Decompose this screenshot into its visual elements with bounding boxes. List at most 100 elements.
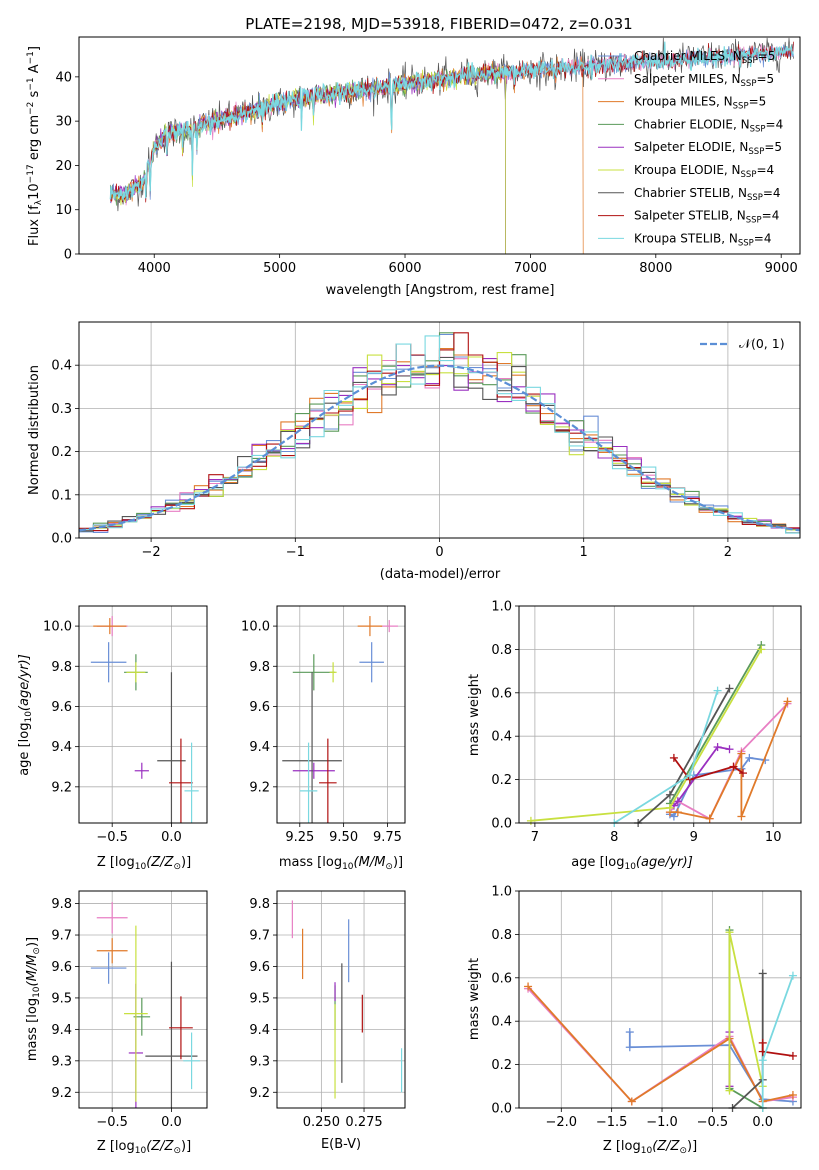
error-bar-point <box>319 738 337 823</box>
histogram-series <box>79 335 800 534</box>
y-tick-label: 0.1 <box>51 488 72 503</box>
x-tick-label: 0.0 <box>752 1115 773 1130</box>
axes-frame <box>78 605 208 824</box>
y-tick-label: 9.7 <box>51 929 72 944</box>
weight-vs-metallicity-panel: −2.0 −1.5 −1.0 −0.5 0.0 0.0 0.2 0.4 0.6 0.8 1.0 <box>491 885 802 1130</box>
y-tick-label: 0.6 <box>491 686 512 701</box>
x-tick-label: 0.0 <box>161 830 182 845</box>
x-tick-label: −1.0 <box>646 1115 678 1130</box>
error-bar-point <box>93 618 127 635</box>
y-tick-label: 0.2 <box>491 1058 512 1073</box>
histogram-ylabel: Normed distribution <box>27 365 42 495</box>
x-tick-label: 9000 <box>765 261 798 276</box>
error-bar-point <box>299 742 318 823</box>
gaussian-curve <box>78 364 801 532</box>
x-tick-label: −2.0 <box>546 1115 578 1130</box>
y-tick-label: 20 <box>55 159 72 174</box>
x-tick-label: 10 <box>765 830 782 845</box>
x-tick-label: −0.5 <box>697 1115 729 1130</box>
y-tick-label: 0.2 <box>491 773 512 788</box>
y-tick-label: 9.8 <box>249 897 270 912</box>
figure-title: PLATE=2198, MJD=53918, FIBERID=0472, z=0… <box>245 15 632 33</box>
wZ-xlabel: Z [log10(Z/Z⊙)] <box>603 1139 697 1156</box>
y-tick-label: 0.0 <box>491 1102 512 1117</box>
y-tick-label: 9.5 <box>249 991 270 1006</box>
y-tick-label: 9.4 <box>249 1023 270 1038</box>
x-tick-label: 2 <box>724 545 732 560</box>
weight-series <box>669 644 763 804</box>
wZ-ylabel: mass weight <box>467 958 482 1040</box>
x-tick-label: 5000 <box>263 261 296 276</box>
x-tick-label: 7000 <box>514 261 547 276</box>
error-bar-point <box>134 762 149 779</box>
y-tick-label: 10.0 <box>43 620 72 635</box>
x-tick-label: 8000 <box>639 261 672 276</box>
error-bar-point <box>359 642 384 683</box>
error-bar-point <box>282 672 342 823</box>
mass-vs-metallicity-panel: −0.5 0.0 9.2 9.3 9.4 9.5 9.6 9.7 9.8 <box>51 890 208 1130</box>
weight-series <box>673 757 744 781</box>
legend-label: Salpeter MILES, NSSP=5 <box>634 72 774 89</box>
x-tick-label: −1.5 <box>596 1115 628 1130</box>
error-bar-point <box>96 902 128 934</box>
y-tick-label: 10.0 <box>241 620 270 635</box>
y-tick-label: 9.4 <box>249 740 270 755</box>
x-tick-label: −0.5 <box>96 830 128 845</box>
x-tick-label: 8 <box>610 830 618 845</box>
axes-frame <box>276 605 406 824</box>
mass-vs-ebv-panel: 0.250 0.275 9.2 9.3 9.4 9.5 9.6 9.7 9.8 <box>249 890 406 1130</box>
mE-xlabel: E(B-V) <box>321 1137 361 1152</box>
histogram-xlabel: (data-model)/error <box>380 567 501 582</box>
error-bar-point <box>96 938 128 964</box>
y-tick-label: 0.6 <box>491 971 512 986</box>
histogram-lines <box>78 332 801 534</box>
error-bar-point <box>292 654 335 691</box>
weight-series <box>673 746 730 807</box>
error-bar-point <box>329 662 337 683</box>
y-tick-label: 9.2 <box>249 1086 270 1101</box>
y-tick-label: 0 <box>64 248 72 263</box>
y-tick-label: 9.6 <box>249 700 270 715</box>
y-tick-label: 9.4 <box>51 740 72 755</box>
ageZ-ylabel: age [log10(age/yr)] <box>17 654 34 776</box>
x-tick-label: 0.0 <box>161 1115 182 1130</box>
spectrum-panel: 4000 5000 6000 7000 8000 9000 0 10 20 30 40 Chabri… <box>26 36 801 298</box>
ageM-xlabel: mass [log10(M/M⊙)] <box>279 855 403 872</box>
x-tick-label: 1 <box>580 545 588 560</box>
residual-histogram-panel: −2 −1 0 1 2 0.0 0.1 0.2 0.3 0.4 𝒩(0, 1) (data-mod… <box>27 321 801 582</box>
y-tick-label: 9.5 <box>51 991 72 1006</box>
x-tick-label: 0 <box>435 545 443 560</box>
y-tick-label: 30 <box>55 115 72 130</box>
axes-frame <box>518 605 802 824</box>
x-tick-label: 6000 <box>388 261 421 276</box>
spectrum-ylabel: Flux [fλ10−17 erg cm−2 s−1 A−1] <box>26 46 44 246</box>
y-tick-label: 9.7 <box>249 929 270 944</box>
wAge-xlabel: age [log10(age/yr)] <box>571 855 693 872</box>
y-tick-label: 0.0 <box>51 532 72 547</box>
y-tick-label: 0.8 <box>491 643 512 658</box>
age-vs-metallicity-panel: −0.5 0.0 9.2 9.4 9.6 9.8 10.0 <box>43 605 208 845</box>
y-tick-label: 9.6 <box>51 700 72 715</box>
legend-label: Kroupa ELODIE, NSSP=4 <box>634 163 774 180</box>
gaussian-legend-label: 𝒩(0, 1) <box>739 336 785 351</box>
error-bar-point <box>126 662 146 683</box>
y-tick-label: 0.4 <box>491 730 512 745</box>
legend-label: Kroupa MILES, NSSP=5 <box>634 95 766 112</box>
histogram-legend: 𝒩(0, 1) <box>700 336 785 351</box>
x-tick-label: 0.275 <box>345 1115 382 1130</box>
y-tick-label: 9.8 <box>51 660 72 675</box>
error-bar-point <box>145 961 198 1108</box>
y-tick-label: 0.0 <box>491 817 512 832</box>
y-tick-label: 0.8 <box>491 928 512 943</box>
spectrum-series <box>109 41 795 201</box>
x-tick-label: 9.50 <box>329 830 358 845</box>
y-tick-label: 0.4 <box>51 359 72 374</box>
y-tick-label: 9.6 <box>51 960 72 975</box>
mZ-xlabel: Z [log10(Z/Z⊙)] <box>97 1139 191 1156</box>
x-tick-label: 0.250 <box>303 1115 340 1130</box>
y-tick-label: 9.2 <box>51 780 72 795</box>
spectrum-xlabel: wavelength [Angstrom, rest frame] <box>326 283 555 298</box>
y-tick-label: 10 <box>55 203 72 218</box>
weight-vs-age-panel: 7 8 9 10 0.0 0.2 0.4 0.6 0.8 1.0 <box>491 600 802 845</box>
